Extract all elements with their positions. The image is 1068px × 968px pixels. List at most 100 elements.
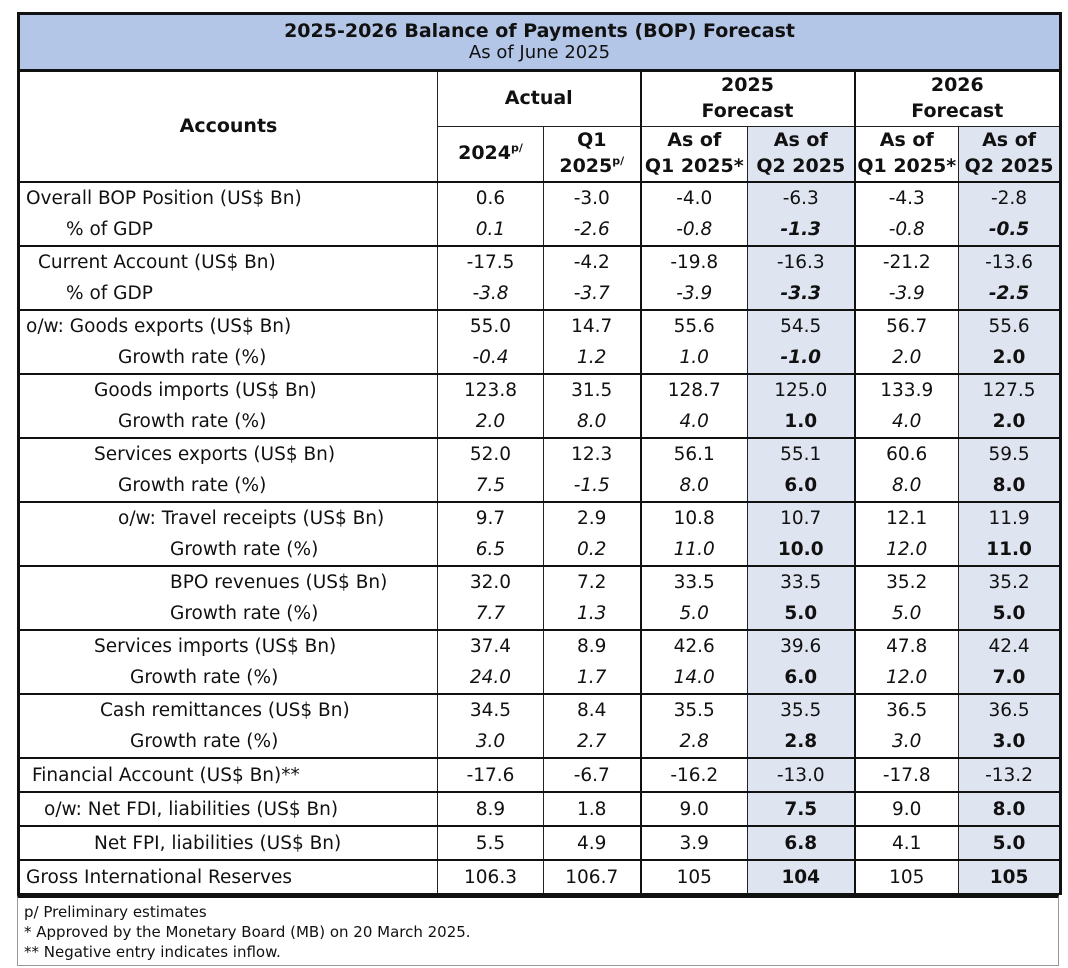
table-subtitle: As of June 2025 bbox=[468, 41, 611, 63]
value-cell: 3.0 bbox=[437, 726, 544, 759]
value-cell: 2.8 bbox=[639, 726, 748, 759]
forecast-2026-year: 2026 bbox=[930, 74, 984, 97]
value-cell: 33.5 bbox=[639, 565, 748, 598]
table-row: Overall BOP Position (US$ Bn) 0.6 -3.0 -4.0… bbox=[17, 181, 1063, 214]
value-cell: 5.5 bbox=[437, 825, 544, 861]
table-row: Gross International Reserves 106.3 106.7 10… bbox=[17, 859, 1063, 895]
col-2024-label: 2024 bbox=[458, 142, 511, 165]
value-cell: 128.7 bbox=[639, 373, 748, 406]
col-2026-asof-q1-line1: As of bbox=[879, 129, 934, 152]
value-cell: 1.0 bbox=[747, 406, 855, 439]
value-cell: 9.0 bbox=[853, 791, 959, 827]
row-label: Services exports (US$ Bn) bbox=[17, 437, 438, 470]
row-label: Net FPI, liabilities (US$ Bn) bbox=[17, 825, 438, 861]
col-2026-asof-q2-line2: Q2 2025 bbox=[964, 155, 1054, 177]
value-cell: -1.5 bbox=[543, 470, 641, 503]
value-cell: 12.0 bbox=[853, 534, 959, 567]
value-cell: 3.0 bbox=[957, 726, 1063, 759]
value-cell: 11.0 bbox=[957, 534, 1063, 567]
row-label: Gross International Reserves bbox=[17, 859, 438, 895]
row-label: % of GDP bbox=[17, 278, 438, 311]
value-cell: -2.5 bbox=[957, 278, 1063, 311]
value-cell: 24.0 bbox=[437, 662, 544, 695]
row-label: Overall BOP Position (US$ Bn) bbox=[17, 181, 438, 214]
value-cell: 2.0 bbox=[957, 406, 1063, 439]
value-cell: -4.2 bbox=[543, 245, 641, 278]
row-label: Goods imports (US$ Bn) bbox=[17, 373, 438, 406]
value-cell: 6.0 bbox=[747, 470, 855, 503]
value-cell: -0.5 bbox=[957, 214, 1063, 247]
value-cell: -16.3 bbox=[747, 245, 855, 278]
value-cell: 2.7 bbox=[543, 726, 641, 759]
value-cell: 7.2 bbox=[543, 565, 641, 598]
value-cell: 55.6 bbox=[957, 309, 1063, 342]
col-2025-asof-q2-line1: As of bbox=[773, 129, 828, 152]
row-label: o/w: Travel receipts (US$ Bn) bbox=[17, 501, 438, 534]
bop-forecast-table: 2025-2026 Balance of Payments (BOP) Fore… bbox=[16, 12, 1063, 895]
value-cell: 12.3 bbox=[543, 437, 641, 470]
col-2025-asof-q2-header: As of Q2 2025 bbox=[747, 126, 855, 182]
accounts-header: Accounts bbox=[17, 69, 438, 182]
table-row: % of GDP -3.8 -3.7 -3.9 -3.3 -3.9 -2.5 bbox=[17, 278, 1063, 311]
value-cell: 133.9 bbox=[853, 373, 959, 406]
table-row: % of GDP 0.1 -2.6 -0.8 -1.3 -0.8 -0.5 bbox=[17, 214, 1063, 247]
value-cell: 10.0 bbox=[747, 534, 855, 567]
col-2026-asof-q2-header: As of Q2 2025 bbox=[957, 126, 1063, 182]
value-cell: -3.9 bbox=[639, 278, 748, 311]
forecast-2025-year: 2025 bbox=[721, 74, 774, 97]
row-label: o/w: Net FDI, liabilities (US$ Bn) bbox=[17, 791, 438, 827]
table-title: 2025-2026 Balance of Payments (BOP) Fore… bbox=[284, 19, 795, 42]
value-cell: 42.4 bbox=[957, 629, 1063, 662]
footnote-negative-entry: ** Negative entry indicates inflow. bbox=[24, 943, 281, 961]
value-cell: 5.0 bbox=[853, 598, 959, 631]
row-label: Cash remittances (US$ Bn) bbox=[17, 693, 438, 726]
value-cell: 35.5 bbox=[747, 693, 855, 726]
row-label: Current Account (US$ Bn) bbox=[17, 245, 438, 278]
value-cell: 55.0 bbox=[437, 309, 544, 342]
value-cell: 106.7 bbox=[543, 859, 641, 895]
col-q1-line2: 2025 bbox=[559, 155, 613, 177]
value-cell: 2.9 bbox=[543, 501, 641, 534]
row-label: o/w: Goods exports (US$ Bn) bbox=[17, 309, 438, 342]
value-cell: 9.0 bbox=[639, 791, 748, 827]
value-cell: 1.8 bbox=[543, 791, 641, 827]
value-cell: 9.7 bbox=[437, 501, 544, 534]
value-cell: 1.3 bbox=[543, 598, 641, 631]
value-cell: -2.8 bbox=[957, 181, 1063, 214]
value-cell: 36.5 bbox=[957, 693, 1063, 726]
value-cell: 7.7 bbox=[437, 598, 544, 631]
table-row: Services exports (US$ Bn) 52.0 12.3 56.1 55.… bbox=[17, 437, 1063, 470]
value-cell: 105 bbox=[853, 859, 959, 895]
row-label: Growth rate (%) bbox=[17, 406, 438, 439]
value-cell: 4.0 bbox=[639, 406, 748, 439]
table-row: BPO revenues (US$ Bn) 32.0 7.2 33.5 33.5 35.2… bbox=[17, 565, 1063, 598]
value-cell: 2.0 bbox=[957, 342, 1063, 375]
value-cell: 56.1 bbox=[639, 437, 748, 470]
row-label: Growth rate (%) bbox=[17, 470, 438, 503]
row-label: % of GDP bbox=[17, 214, 438, 247]
value-cell: 4.9 bbox=[543, 825, 641, 861]
value-cell: -13.0 bbox=[747, 757, 855, 793]
value-cell: -3.3 bbox=[747, 278, 855, 311]
value-cell: 7.5 bbox=[747, 791, 855, 827]
value-cell: 32.0 bbox=[437, 565, 544, 598]
value-cell: -4.3 bbox=[853, 181, 959, 214]
value-cell: -13.2 bbox=[957, 757, 1063, 793]
table-row: Growth rate (%) -0.4 1.2 1.0 -1.0 2.0 2.0 bbox=[17, 342, 1063, 375]
value-cell: 39.6 bbox=[747, 629, 855, 662]
value-cell: 55.1 bbox=[747, 437, 855, 470]
table-row: Current Account (US$ Bn) -17.5 -4.2 -19.8 -1… bbox=[17, 245, 1063, 278]
row-label: Growth rate (%) bbox=[17, 726, 438, 759]
value-cell: 5.0 bbox=[957, 825, 1063, 861]
row-label: Growth rate (%) bbox=[17, 342, 438, 375]
table-row: Growth rate (%) 7.7 1.3 5.0 5.0 5.0 5.0 bbox=[17, 598, 1063, 631]
value-cell: 0.6 bbox=[437, 181, 544, 214]
value-cell: 11.9 bbox=[957, 501, 1063, 534]
table-row: Growth rate (%) 24.0 1.7 14.0 6.0 12.0 7.0 bbox=[17, 662, 1063, 695]
value-cell: 0.1 bbox=[437, 214, 544, 247]
col-2025-asof-q1-header: As of Q1 2025* bbox=[639, 126, 748, 182]
col-q1-line1: Q1 bbox=[577, 129, 607, 152]
row-label: Financial Account (US$ Bn)** bbox=[17, 757, 438, 793]
row-label: Growth rate (%) bbox=[17, 662, 438, 695]
table-row: Growth rate (%) 6.5 0.2 11.0 10.0 12.0 11.0 bbox=[17, 534, 1063, 567]
